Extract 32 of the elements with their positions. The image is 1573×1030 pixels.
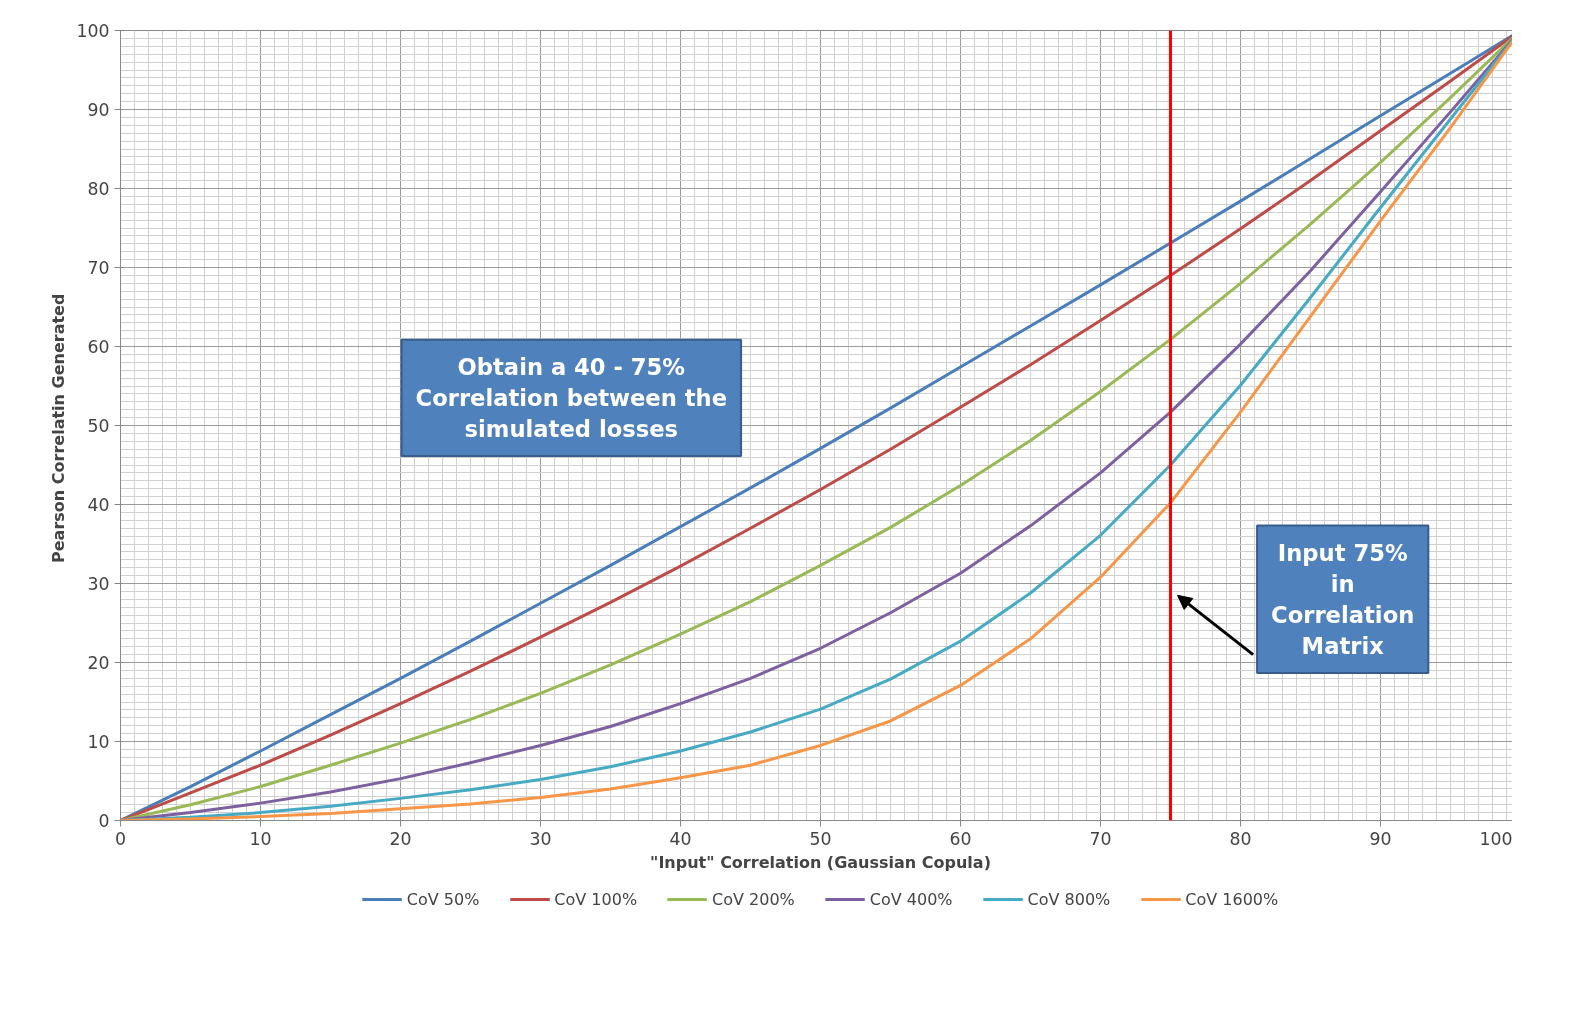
y-tick-label: 60 — [87, 337, 110, 357]
x-tick-label: 30 — [529, 828, 552, 849]
x-tick-label: 100 — [1479, 828, 1513, 849]
legend-label: CoV 400% — [869, 889, 953, 909]
y-tick-label: 90 — [87, 100, 110, 120]
x-tick-label: 80 — [1229, 828, 1252, 849]
y-tick-label: 20 — [87, 653, 110, 673]
annotation: Obtain a 40 - 75% Correlation between the simulated losses — [415, 353, 728, 443]
x-axis-title: "Input" Correlation (Gaussian Copula) — [650, 852, 991, 872]
y-axis-title: Pearson Correlatin Generated — [49, 293, 69, 563]
x-tick-label: 60 — [949, 828, 972, 849]
legend-label: CoV 50% — [406, 889, 480, 909]
y-tick-label: 100 — [76, 21, 110, 41]
x-tick-label: 20 — [389, 828, 412, 849]
x-tick-label: 40 — [669, 828, 692, 849]
x-tick-label: 0 — [114, 828, 127, 849]
x-tick-label: 50 — [809, 828, 832, 849]
legend-label: CoV 100% — [554, 889, 638, 909]
y-tick-label: 40 — [87, 495, 110, 515]
x-tick-label: 90 — [1369, 828, 1392, 849]
y-tick-label: 80 — [87, 179, 110, 199]
y-tick-label: 70 — [87, 258, 110, 278]
legend-label: CoV 800% — [1027, 889, 1111, 909]
y-tick-label: 30 — [87, 574, 110, 594]
x-tick-label: 70 — [1089, 828, 1112, 849]
y-tick-label: 10 — [87, 732, 110, 752]
y-tick-label: 50 — [87, 416, 110, 436]
annotation: Input 75% in Correlation Matrix — [1271, 539, 1415, 660]
legend-label: CoV 1600% — [1185, 889, 1279, 909]
x-tick-label: 10 — [249, 828, 272, 849]
y-tick-label: 0 — [98, 811, 110, 831]
legend-label: CoV 200% — [712, 889, 795, 909]
